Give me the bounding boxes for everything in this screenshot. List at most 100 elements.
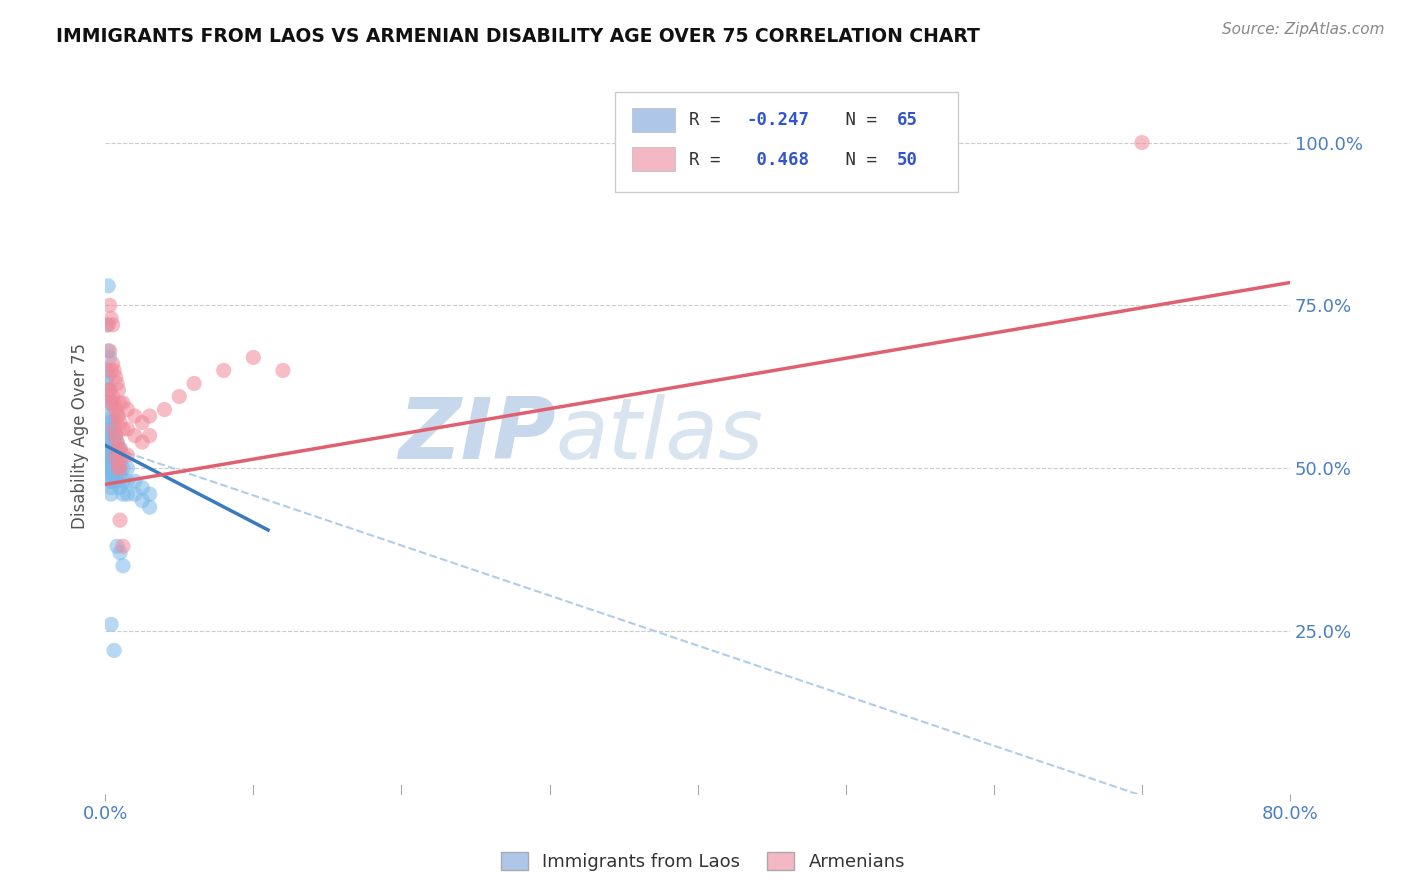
Point <box>98 454 121 468</box>
Point <box>124 409 146 423</box>
Point <box>104 428 127 442</box>
Point <box>101 428 124 442</box>
Point <box>101 389 124 403</box>
Point <box>108 416 131 430</box>
Text: 0.468: 0.468 <box>747 151 810 169</box>
FancyBboxPatch shape <box>633 108 675 132</box>
Point <box>98 474 121 488</box>
Point <box>98 428 121 442</box>
Point <box>98 448 121 462</box>
Point <box>111 461 134 475</box>
Point <box>131 481 153 495</box>
Point <box>96 363 118 377</box>
Point <box>138 428 160 442</box>
Point <box>108 461 131 475</box>
Legend: Immigrants from Laos, Armenians: Immigrants from Laos, Armenians <box>494 845 912 879</box>
Point <box>108 396 131 410</box>
Point <box>98 442 121 456</box>
Point <box>111 558 134 573</box>
Point <box>111 487 134 501</box>
Point <box>98 298 121 312</box>
Point <box>104 454 127 468</box>
Point <box>212 363 235 377</box>
Point <box>103 363 125 377</box>
Point <box>100 435 122 450</box>
Point <box>117 461 139 475</box>
Point <box>103 435 125 450</box>
Point <box>103 448 125 462</box>
Point <box>105 409 128 423</box>
Point <box>96 318 118 332</box>
Point <box>105 435 128 450</box>
Point <box>124 487 146 501</box>
Point <box>111 422 134 436</box>
Point <box>1130 136 1153 150</box>
Point <box>101 442 124 456</box>
Point <box>97 370 120 384</box>
Point <box>117 487 139 501</box>
Point <box>104 370 127 384</box>
Point <box>101 454 124 468</box>
Point <box>103 461 125 475</box>
Point <box>111 539 134 553</box>
Point <box>96 376 118 391</box>
Point <box>103 643 125 657</box>
Text: Source: ZipAtlas.com: Source: ZipAtlas.com <box>1222 22 1385 37</box>
Point <box>100 617 122 632</box>
Point <box>167 389 190 403</box>
Point <box>183 376 205 391</box>
Point <box>105 454 128 468</box>
Text: 50: 50 <box>897 151 918 169</box>
Y-axis label: Disability Age Over 75: Disability Age Over 75 <box>72 343 89 529</box>
Point <box>97 461 120 475</box>
Point <box>98 351 121 365</box>
Text: ZIP: ZIP <box>398 394 555 477</box>
FancyBboxPatch shape <box>633 147 675 171</box>
Point <box>97 318 120 332</box>
Point <box>100 461 122 475</box>
Point <box>101 409 124 423</box>
Point <box>117 448 139 462</box>
Point <box>107 461 129 475</box>
FancyBboxPatch shape <box>614 92 959 192</box>
Point <box>98 383 121 397</box>
Point <box>97 396 120 410</box>
Point <box>104 428 127 442</box>
Point <box>100 363 122 377</box>
Point <box>111 474 134 488</box>
Point <box>97 422 120 436</box>
Point <box>101 357 124 371</box>
Point <box>100 481 122 495</box>
Point <box>97 409 120 423</box>
Text: 65: 65 <box>897 112 918 129</box>
Point <box>100 474 122 488</box>
Point <box>100 396 122 410</box>
Point <box>111 448 134 462</box>
Point <box>108 481 131 495</box>
Point <box>100 448 122 462</box>
Point <box>107 442 129 456</box>
Point <box>97 343 120 358</box>
Text: R =: R = <box>689 151 731 169</box>
Point <box>105 435 128 450</box>
Point <box>131 435 153 450</box>
Point <box>98 461 121 475</box>
Point <box>108 454 131 468</box>
Point <box>103 474 125 488</box>
Point <box>117 422 139 436</box>
Point <box>108 513 131 527</box>
Text: atlas: atlas <box>555 394 763 477</box>
Point <box>105 474 128 488</box>
Point <box>103 422 125 436</box>
Point <box>101 467 124 482</box>
Point <box>97 383 120 397</box>
Point <box>124 428 146 442</box>
Point <box>97 278 120 293</box>
Point <box>107 383 129 397</box>
Point <box>100 487 122 501</box>
Point <box>105 376 128 391</box>
Point <box>104 402 127 417</box>
Point <box>98 343 121 358</box>
Point <box>111 396 134 410</box>
Point <box>124 474 146 488</box>
